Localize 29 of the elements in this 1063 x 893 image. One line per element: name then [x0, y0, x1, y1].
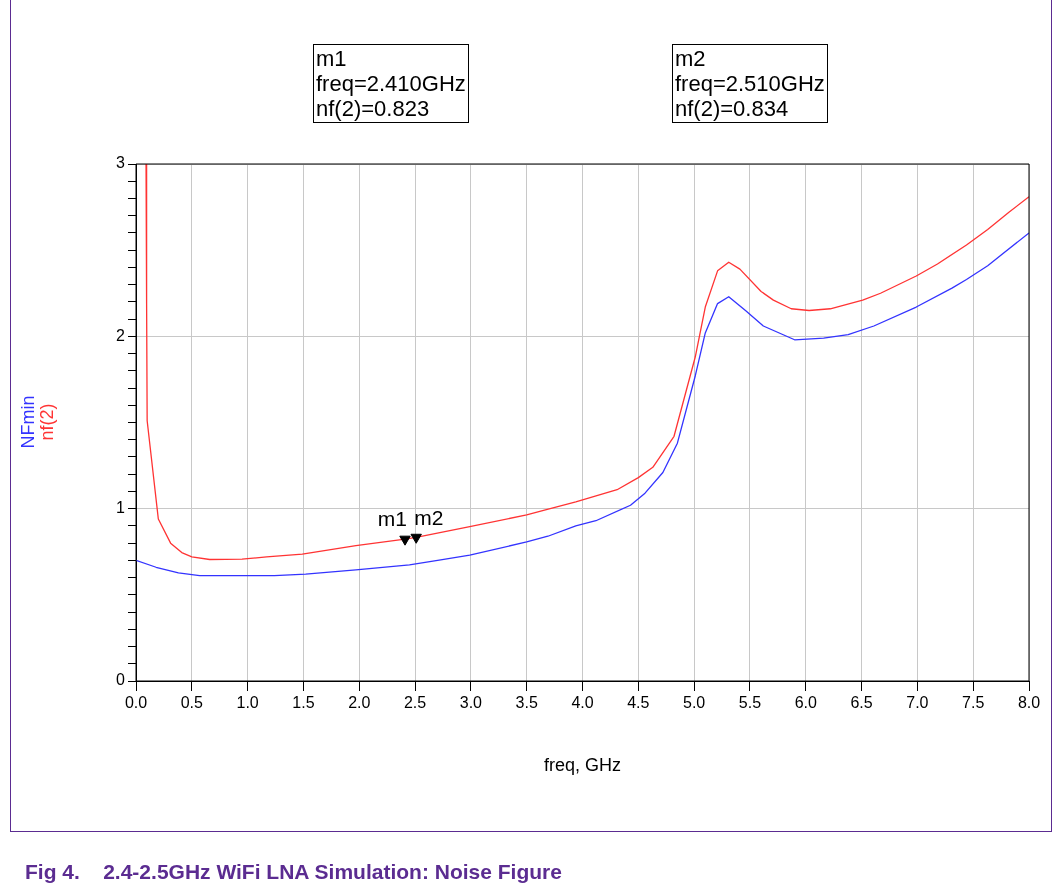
x-tick-label: 4.0: [571, 694, 594, 712]
y-tick-label: 3: [116, 154, 126, 172]
text: nf(2): [37, 402, 57, 443]
x-tick-label: 5.0: [683, 694, 706, 712]
x-axis-title: freq, GHz: [543, 755, 622, 776]
x-tick-label: 1.0: [236, 694, 259, 712]
data-label: m1: [377, 507, 408, 531]
x-tick-label: 4.5: [627, 694, 650, 712]
data-label: m2: [414, 505, 444, 529]
x-tick-label: 6.5: [850, 694, 873, 712]
x-tick-label: 5.5: [738, 694, 762, 712]
x-tick-label: 6.0: [794, 694, 817, 712]
text: m2 freq=2.510GHz nf(2)=0.834: [672, 44, 828, 123]
x-tick-label: 7.0: [906, 694, 929, 712]
x-tick-label: 0.0: [124, 694, 148, 712]
x-tick-label: 7.5: [962, 694, 985, 712]
y-tick-label: 2: [116, 326, 126, 344]
text: NFmin: [18, 395, 38, 449]
x-tick-label: 0.5: [180, 694, 204, 712]
x-tick-label: 8.0: [1017, 694, 1041, 712]
y-tick-label: 1: [116, 499, 126, 517]
text: Fig 4. 2.4-2.5GHz WiFi LNA Simulation: Noise Figure: [25, 860, 562, 884]
x-tick-label: 1.5: [292, 694, 315, 712]
x-tick-label: 3.5: [515, 694, 538, 712]
y-tick-label: 0: [116, 671, 126, 689]
x-tick-label: 2.0: [348, 694, 371, 712]
x-tick-label: 3.0: [459, 694, 483, 712]
x-tick-label: 2.5: [403, 694, 427, 712]
text: m1 freq=2.410GHz nf(2)=0.823: [313, 44, 469, 123]
